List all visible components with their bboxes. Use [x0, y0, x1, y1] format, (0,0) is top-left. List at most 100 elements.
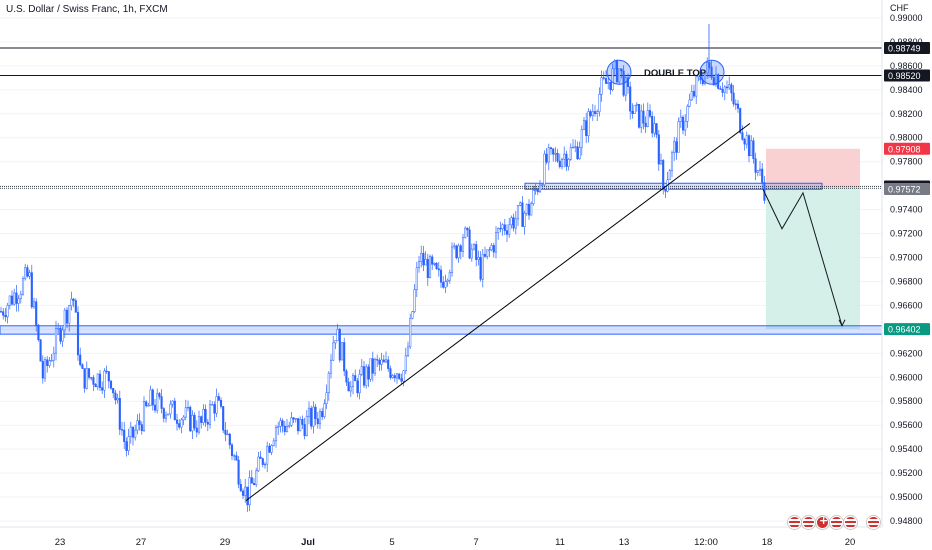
candle-body	[393, 375, 396, 379]
candle-body	[92, 377, 95, 385]
y-tick-label: 0.98200	[890, 109, 923, 119]
candle-body	[193, 414, 196, 429]
us-flag-icon[interactable]	[867, 516, 880, 529]
candle-body	[692, 91, 696, 97]
candle-body	[373, 359, 377, 374]
candle-body	[453, 245, 456, 248]
candle-body	[325, 392, 328, 404]
candle-body	[640, 110, 643, 128]
candle-body	[604, 78, 608, 84]
candle-body	[494, 232, 498, 253]
candle-body	[391, 375, 394, 378]
candle-body	[600, 77, 603, 95]
candle-body	[101, 387, 104, 391]
candle-body	[180, 419, 183, 428]
candle-body	[642, 110, 645, 124]
candle-body	[41, 360, 44, 379]
candle-body	[323, 403, 326, 418]
x-tick-label: 12:00	[694, 537, 718, 548]
candle-body	[516, 205, 520, 220]
y-tick-label: 0.95600	[890, 420, 923, 430]
candle-body	[338, 329, 341, 361]
candle-body	[48, 360, 51, 366]
candle-body	[659, 160, 663, 165]
candle-body	[136, 420, 139, 431]
y-tick-label: 0.94800	[890, 516, 923, 526]
candle-body	[10, 295, 14, 305]
candle-body	[637, 104, 641, 128]
projected-path	[762, 189, 843, 326]
candle-body	[50, 359, 53, 362]
candle-body	[461, 237, 465, 252]
candle-body	[349, 386, 352, 392]
candle-body	[536, 189, 539, 193]
candle-body	[710, 66, 713, 78]
candle-body	[301, 419, 304, 425]
candle-body	[360, 366, 363, 375]
event-flags	[788, 514, 857, 529]
y-tick-label: 0.95200	[890, 468, 923, 478]
candle-body	[46, 359, 49, 366]
candle-body	[510, 217, 513, 226]
ch-flag-icon[interactable]	[816, 514, 829, 529]
candle-body	[459, 245, 462, 252]
candle-body	[241, 490, 245, 496]
candle-body	[81, 364, 84, 369]
candle-body	[252, 483, 256, 485]
price-label: 0.97572	[888, 185, 921, 195]
candle-body	[582, 120, 586, 130]
candle-body	[292, 417, 295, 420]
candle-body	[125, 441, 128, 451]
candle-body	[417, 261, 421, 269]
price-label-box	[884, 42, 930, 55]
candle-body	[545, 153, 548, 163]
candle-body	[444, 281, 447, 288]
currency-label: CHF	[890, 3, 909, 13]
candle-body	[607, 82, 610, 84]
candle-body	[657, 134, 660, 165]
us-flag-icon[interactable]	[844, 516, 857, 529]
candle-body	[347, 381, 350, 392]
candle-body	[13, 292, 16, 305]
horizontal-levels	[0, 47, 882, 189]
price-label: 0.96402	[888, 325, 921, 335]
candle-body	[472, 244, 476, 250]
candle-body	[28, 272, 31, 277]
price-label: 0.98749	[888, 44, 921, 54]
candle-body	[488, 249, 491, 251]
candle-body	[178, 423, 181, 428]
candle-body	[714, 74, 718, 86]
candle-body	[85, 368, 88, 389]
us-flag-icon[interactable]	[830, 516, 843, 529]
candle-body	[158, 393, 161, 397]
y-tick-label: 0.95000	[890, 492, 923, 502]
candle-body	[239, 484, 242, 492]
candle-body	[576, 146, 579, 160]
zones	[0, 148, 883, 335]
us-flag-icon[interactable]	[802, 516, 815, 529]
x-tick-label: 7	[473, 537, 478, 548]
candle-body	[32, 301, 36, 308]
candle-body	[501, 224, 504, 229]
candle-body	[76, 312, 80, 356]
us-flag-icon[interactable]	[788, 516, 801, 529]
candle-body	[602, 77, 605, 79]
candle-body	[151, 389, 154, 406]
x-tick-label: Jul	[301, 537, 315, 548]
candle-body	[706, 62, 709, 74]
candle-body	[321, 411, 324, 418]
candle-body	[703, 72, 707, 85]
candle-body	[734, 103, 737, 105]
candle-body	[263, 463, 267, 466]
candle-body	[30, 272, 33, 308]
candle-body	[83, 368, 86, 389]
y-tick-label: 0.96600	[890, 300, 923, 310]
candle-body	[527, 204, 531, 216]
candle-body	[211, 404, 214, 406]
x-tick-label: 23	[55, 537, 66, 548]
candle-body	[96, 373, 99, 388]
candle-body	[719, 88, 722, 90]
candle-body	[587, 111, 590, 137]
